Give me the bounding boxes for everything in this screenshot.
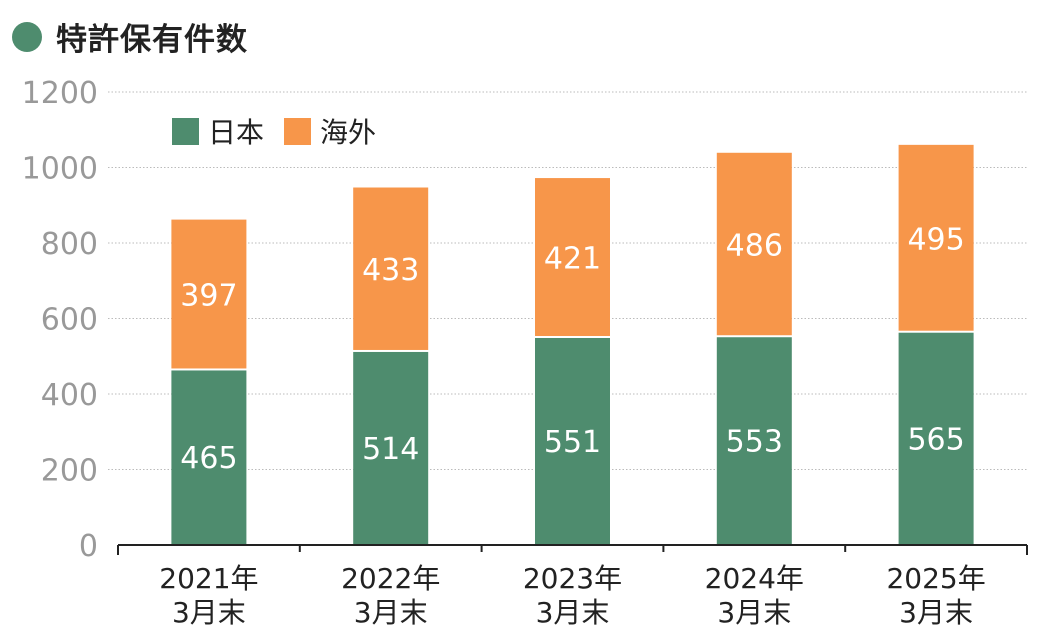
legend-label: 日本 — [208, 116, 264, 149]
bar-overseas — [353, 187, 429, 350]
chart-title: 特許保有件数 — [12, 14, 248, 59]
y-tick-label: 400 — [41, 378, 98, 413]
y-tick-label: 1000 — [22, 152, 98, 187]
legend-swatch-overseas — [284, 118, 311, 145]
x-tick-label-year: 2021年 — [159, 562, 258, 595]
x-tick-label-year: 2024年 — [705, 562, 804, 595]
x-tick-label-month: 3月末 — [717, 596, 791, 629]
x-tick-label-month: 3月末 — [354, 596, 428, 629]
bar-overseas — [171, 219, 247, 369]
x-tick-label-month: 3月末 — [172, 596, 246, 629]
data-label: 433 — [362, 253, 419, 288]
y-tick-label: 600 — [41, 303, 98, 338]
bar-japan — [535, 337, 610, 545]
x-tick-label-year: 2022年 — [341, 562, 440, 595]
x-tick-label-year: 2025年 — [886, 562, 985, 595]
data-label: 551 — [544, 425, 601, 460]
data-label: 397 — [180, 279, 237, 314]
y-tick-label: 1200 — [22, 76, 98, 111]
x-tick-label-month: 3月末 — [899, 596, 973, 629]
y-tick-label: 800 — [41, 227, 98, 262]
bar-overseas — [716, 152, 792, 336]
bar-japan — [716, 337, 792, 545]
bar-japan — [353, 351, 429, 545]
bar-japan — [898, 332, 974, 545]
y-tick-label: 200 — [41, 454, 98, 489]
data-label: 565 — [907, 422, 964, 457]
data-label: 465 — [180, 441, 237, 476]
y-tick-label: 0 — [79, 529, 98, 564]
bar-japan — [171, 370, 247, 545]
data-label: 421 — [544, 242, 601, 277]
bar-overseas — [535, 178, 610, 336]
data-label: 486 — [726, 229, 783, 264]
data-label: 495 — [907, 222, 964, 257]
legend-label: 海外 — [320, 116, 376, 149]
title-bullet-icon — [12, 21, 42, 52]
legend-swatch-japan — [172, 118, 199, 145]
x-tick-label-month: 3月末 — [536, 596, 610, 629]
x-tick-label-year: 2023年 — [523, 562, 622, 595]
chart-title-text: 特許保有件数 — [56, 22, 248, 58]
data-label: 553 — [726, 425, 783, 460]
bar-overseas — [898, 144, 974, 331]
data-label: 514 — [362, 432, 419, 467]
